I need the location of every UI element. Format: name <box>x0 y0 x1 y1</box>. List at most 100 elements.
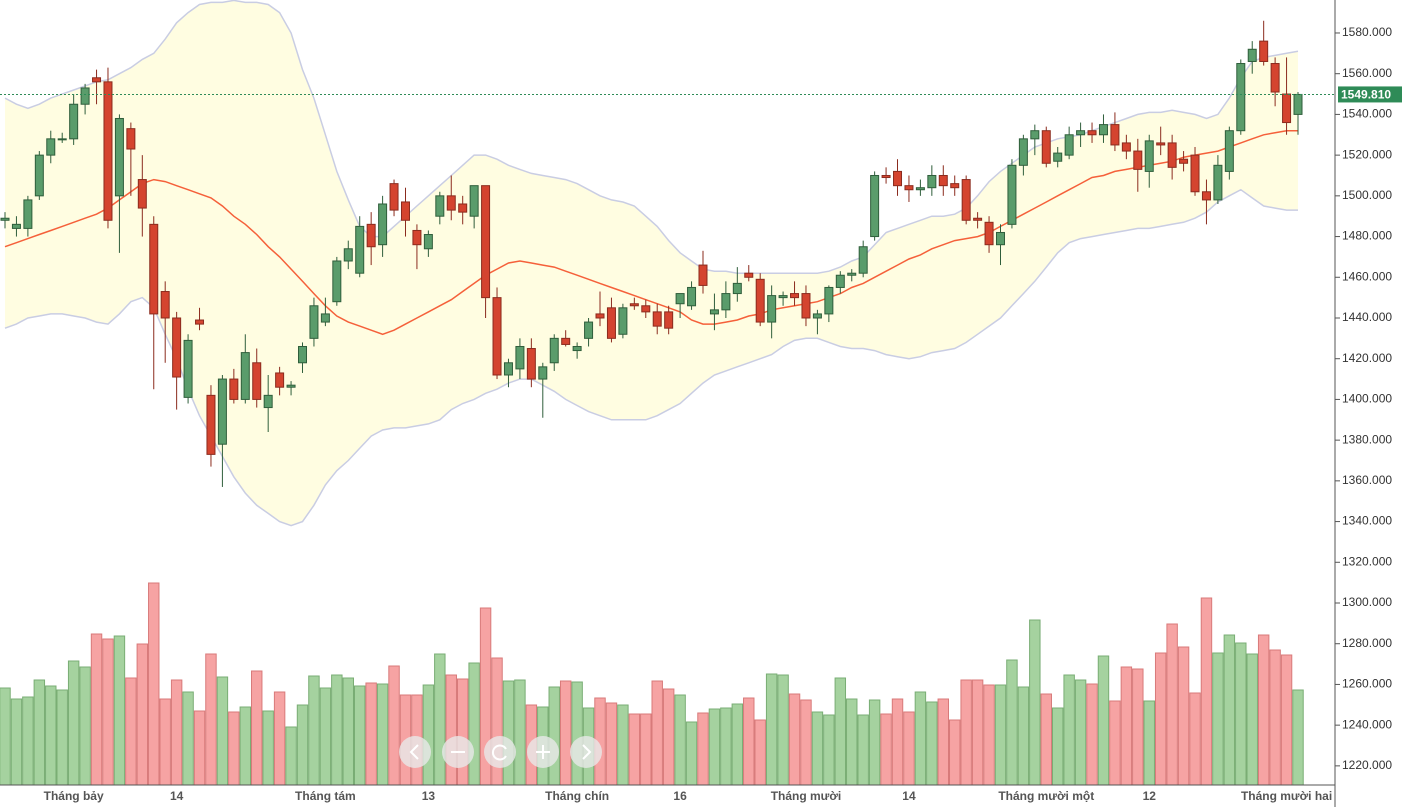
volume-bar <box>1132 668 1144 786</box>
y-tick-label: 1340.000 <box>1342 514 1392 528</box>
candle-body <box>0 217 10 221</box>
y-tick-label: 1440.000 <box>1342 310 1392 324</box>
candle-body <box>206 394 216 455</box>
volume-bar <box>754 719 766 786</box>
volume-bar <box>697 712 709 786</box>
volume-bar <box>159 698 171 786</box>
volume-bar <box>228 711 240 786</box>
y-tick-label: 1280.000 <box>1342 636 1392 650</box>
candle-body <box>744 272 754 278</box>
candle-body <box>195 319 205 325</box>
y-tick-label: 1540.000 <box>1342 107 1392 121</box>
candle-body <box>1098 124 1108 136</box>
x-tick-label: Tháng tám <box>295 789 356 803</box>
candle-body <box>1201 191 1211 201</box>
candle-body <box>1156 142 1166 146</box>
volume-bar <box>720 707 732 786</box>
candle-body <box>1110 124 1120 146</box>
candle-body <box>286 384 296 388</box>
y-tick-label: 1480.000 <box>1342 229 1392 243</box>
middle-band <box>4 129 1298 336</box>
y-tick-label: 1360.000 <box>1342 473 1392 487</box>
volume-bar <box>1166 623 1178 786</box>
volume-bar <box>651 680 663 786</box>
candle-body <box>1224 130 1234 172</box>
volume-bar <box>868 699 881 786</box>
candle-body <box>526 348 536 380</box>
volume-bar <box>994 684 1007 786</box>
volume-bar <box>891 698 904 786</box>
candle-body <box>114 117 124 197</box>
zoom-out-button[interactable] <box>442 736 474 768</box>
volume-bar <box>628 713 641 786</box>
volume-bar <box>353 685 366 786</box>
candles <box>0 20 1303 487</box>
scroll-left-button[interactable] <box>399 736 431 768</box>
volume-bar <box>331 674 343 786</box>
candle-body <box>183 339 193 398</box>
candle-body <box>755 278 765 323</box>
candle-body <box>137 179 147 209</box>
volume-bar <box>102 638 114 786</box>
volume-bar <box>262 710 274 786</box>
volume-bar <box>605 702 618 786</box>
volume-bar <box>1074 679 1087 786</box>
candle-body <box>69 103 79 140</box>
candle-body <box>549 337 559 364</box>
candle-body <box>961 179 971 221</box>
candle-body <box>1179 158 1189 164</box>
candle-body <box>492 297 502 376</box>
candle-body <box>927 174 937 189</box>
volume-bar <box>731 703 744 786</box>
candle-body <box>263 394 273 409</box>
volume-bar <box>1280 654 1293 786</box>
candle-body <box>938 174 948 187</box>
candle-body <box>973 217 983 221</box>
x-tick-label: Tháng mười một <box>998 789 1094 803</box>
candle-body <box>469 185 479 217</box>
candle-body <box>595 313 605 319</box>
candle-body <box>1236 63 1246 132</box>
candle-body <box>92 77 102 83</box>
x-tick-label: 12 <box>1143 789 1157 803</box>
volume-bar <box>1246 653 1258 786</box>
y-tick-label: 1500.000 <box>1342 188 1392 202</box>
volume-bar <box>113 635 126 786</box>
candle-body <box>80 87 90 105</box>
x-tick-label: 13 <box>422 789 436 803</box>
volume-bar <box>468 662 480 786</box>
candle-body <box>435 195 445 217</box>
volume-bar <box>1200 597 1213 786</box>
x-tick-label: 16 <box>673 789 687 803</box>
volume-bar <box>548 686 560 786</box>
zoom-in-button[interactable] <box>527 736 559 768</box>
volume-bar <box>640 713 652 786</box>
volume-bar <box>308 675 320 786</box>
volume-bar <box>125 677 137 786</box>
volume-bar <box>926 701 938 786</box>
reset-button[interactable] <box>484 736 516 768</box>
candle-body <box>1190 154 1200 193</box>
bands <box>4 0 1299 527</box>
candle-body <box>1030 130 1040 140</box>
candle-body <box>11 223 21 229</box>
navigation <box>399 736 602 768</box>
volume-bar <box>239 706 252 786</box>
volume <box>0 582 1304 786</box>
volume-bar <box>1212 652 1224 786</box>
volume-bar <box>800 699 812 786</box>
volume-bar <box>1006 659 1018 786</box>
volume-bar <box>1143 700 1155 786</box>
candle-body <box>332 260 342 303</box>
volume-bar <box>1292 689 1304 786</box>
x-tick-label: Tháng mười hai <box>1241 789 1332 803</box>
scroll-right-button[interactable] <box>570 736 602 768</box>
volume-bar <box>376 683 389 786</box>
volume-bar <box>1223 634 1236 786</box>
volume-bar <box>937 698 950 786</box>
candle-body <box>423 234 433 250</box>
volume-bar <box>0 687 11 786</box>
candle-body <box>378 203 388 246</box>
volume-bar <box>22 696 34 786</box>
volume-bar <box>823 714 835 786</box>
